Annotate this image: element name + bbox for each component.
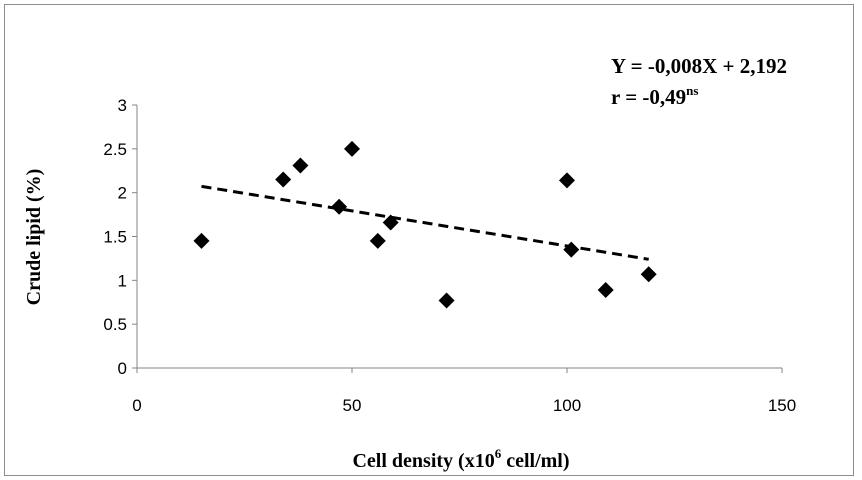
x-axis-title-sup: 6 xyxy=(495,446,502,461)
regression-equation: Y = -0,008X + 2,192 xyxy=(611,54,787,78)
x-axis-title-tail: cell/ml) xyxy=(501,450,569,472)
y-ticks: 0 0.5 1 1.5 2 2.5 3 xyxy=(103,96,137,378)
data-point xyxy=(563,241,580,258)
data-point xyxy=(559,172,575,189)
x-tick-label: 150 xyxy=(768,396,796,415)
chart-frame xyxy=(4,4,854,476)
data-point xyxy=(597,281,614,298)
data-point xyxy=(292,157,309,174)
data-point xyxy=(344,140,360,157)
significance-sup: ns xyxy=(686,83,698,98)
y-tick-label: 3 xyxy=(118,96,127,115)
data-point xyxy=(369,232,386,249)
data-point xyxy=(438,292,455,309)
trendline xyxy=(201,184,649,261)
y-tick-label: 2 xyxy=(118,184,127,203)
x-ticks: 0 50 100 150 xyxy=(132,368,796,415)
x-tick-label: 50 xyxy=(343,396,362,415)
y-tick-label: 1.5 xyxy=(103,228,127,247)
y-tick-label: 1 xyxy=(118,271,127,290)
data-point xyxy=(275,171,292,188)
x-tick-label: 100 xyxy=(553,396,581,415)
y-tick-label: 0.5 xyxy=(103,315,127,334)
y-tick-label: 0 xyxy=(118,359,127,378)
x-tick-label: 0 xyxy=(132,396,141,415)
data-point xyxy=(640,266,657,283)
axes xyxy=(136,105,782,369)
x-axis-title: Cell density (x106 cell/ml) xyxy=(352,446,569,472)
data-point xyxy=(331,198,348,215)
correlation-value: r = -0,49 xyxy=(611,85,686,109)
correlation-coefficient: r = -0,49ns xyxy=(611,83,698,109)
y-axis-title: Crude lipid (%) xyxy=(23,169,45,306)
y-tick-label: 2.5 xyxy=(103,140,127,159)
trendline-line xyxy=(201,184,649,261)
x-axis-title-main: Cell density (x10 xyxy=(352,450,494,472)
data-points xyxy=(193,140,657,309)
data-point xyxy=(193,232,210,249)
data-point xyxy=(382,214,399,231)
